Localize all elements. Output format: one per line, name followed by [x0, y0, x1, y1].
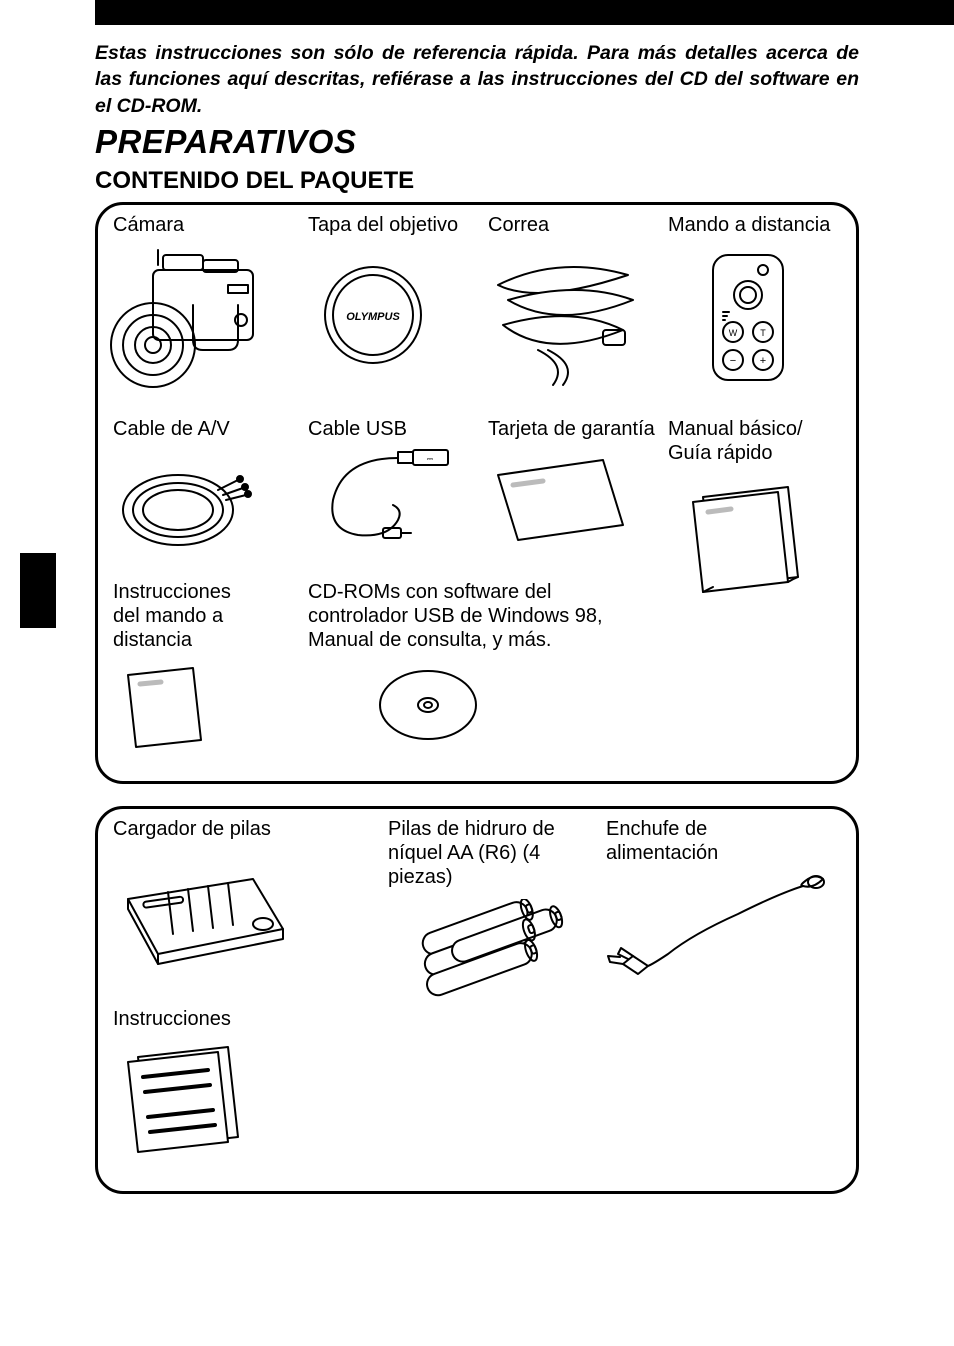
remote-instr-label: Instrucciones del mando a distancia	[113, 580, 263, 652]
lens-cap-label: Tapa del objetivo	[308, 213, 458, 237]
instructions2-label: Instrucciones	[113, 1007, 231, 1031]
package-contents-panel-2: Cargador de pilas Pilas de hidruro de ní…	[95, 806, 859, 1194]
remote-instr-icon	[113, 660, 213, 760]
camera-label: Cámara	[113, 213, 184, 237]
warranty-icon	[488, 450, 633, 550]
av-cable-icon	[108, 450, 258, 560]
svg-text:W: W	[729, 328, 738, 338]
plug-icon	[598, 864, 833, 994]
strap-label: Correa	[488, 213, 549, 237]
lens-cap-icon: OLYMPUS	[318, 260, 428, 370]
manual-icon	[673, 477, 823, 607]
remote-icon: W T − +	[703, 250, 793, 390]
strap-icon	[478, 245, 648, 400]
section-subtitle: CONTENIDO DEL PAQUETE	[95, 167, 414, 195]
reference-note: Estas instrucciones son sólo de referenc…	[95, 40, 859, 119]
batteries-icon	[398, 899, 578, 999]
plug-label: Enchufe de alimentación	[606, 817, 756, 865]
camera-icon	[108, 245, 278, 400]
charger-icon	[113, 864, 293, 979]
av-cable-label: Cable de A/V	[113, 417, 230, 441]
batteries-label: Pilas de hidruro de níquel AA (R6) (4 pi…	[388, 817, 578, 889]
cdrom-icon	[373, 660, 483, 750]
page-header: PREPARATIVOS CONTENIDO DEL PAQUETE	[95, 123, 414, 195]
svg-text:OLYMPUS: OLYMPUS	[346, 311, 400, 323]
package-contents-panel-1: Cámara Tapa del objetivo OLYMPUS Correa …	[95, 202, 859, 784]
svg-text:−: −	[730, 355, 736, 367]
remote-label: Mando a distancia	[668, 213, 830, 237]
usb-cable-icon: ⎓	[303, 440, 463, 560]
svg-text:+: +	[760, 355, 766, 367]
instructions-icon	[113, 1037, 253, 1167]
cdrom-label: CD-ROMs con software del controlador USB…	[308, 580, 618, 652]
top-black-bar	[95, 0, 954, 25]
usb-cable-label: Cable USB	[308, 417, 407, 441]
manual-label: Manual básico/ Guía rápido	[668, 417, 828, 465]
charger-label: Cargador de pilas	[113, 817, 271, 841]
page-title: PREPARATIVOS	[95, 123, 414, 161]
svg-text:T: T	[760, 328, 766, 338]
warranty-label: Tarjeta de garantía	[488, 417, 655, 441]
side-tab	[20, 553, 56, 628]
svg-text:⎓: ⎓	[427, 454, 434, 463]
